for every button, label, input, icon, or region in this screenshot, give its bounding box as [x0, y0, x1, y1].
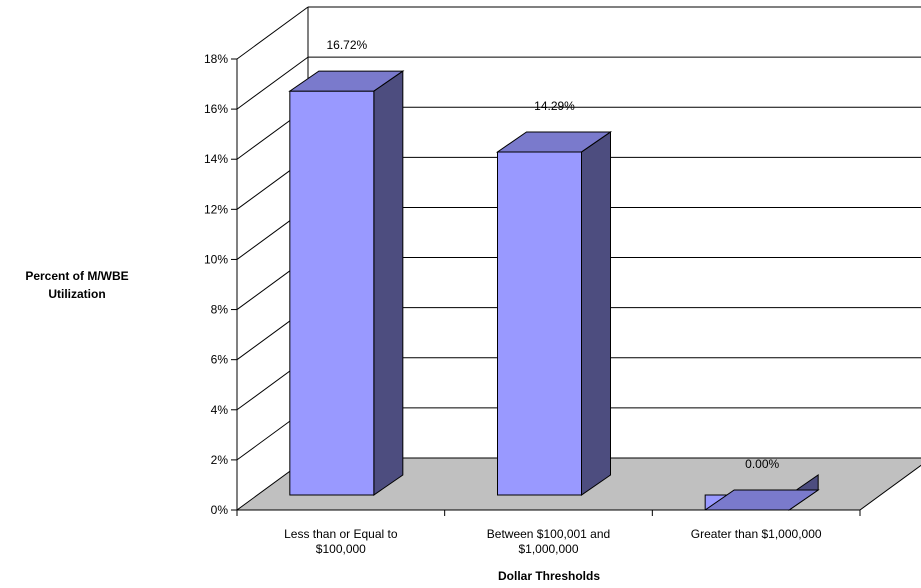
bar-front-face — [497, 151, 582, 496]
data-labels: 16.72% 14.29% 0.00% — [326, 38, 779, 471]
chart-walls — [236, 6, 921, 461]
bar-front-face — [289, 90, 375, 496]
y-axis-title-line-1: Percent of M/WBE — [25, 269, 128, 283]
data-label: 16.72% — [326, 38, 367, 52]
x-tick-label: $1,000,000 — [518, 542, 578, 556]
y-tick-label: 8% — [211, 303, 229, 317]
y-tick-label: 10% — [204, 252, 228, 266]
gridline-diagonal — [236, 6, 309, 60]
x-tick-label: Between $100,001 and — [487, 527, 610, 541]
y-axis: 0% 2% 4% 6% 8% 10% 12% 14% 16% 18% — [204, 52, 238, 517]
y-axis-title-line-2: Utilization — [48, 287, 105, 301]
y-tick-label: 12% — [204, 202, 228, 216]
data-label: 14.29% — [534, 99, 575, 113]
bar — [288, 70, 405, 496]
bar-side-face — [581, 131, 611, 496]
y-tick-label: 14% — [204, 152, 228, 166]
data-label: 0.00% — [745, 457, 779, 471]
bars — [288, 70, 820, 511]
y-tick-label: 2% — [211, 453, 229, 467]
x-tick-label: Greater than $1,000,000 — [691, 527, 822, 541]
y-tick-label: 0% — [211, 503, 229, 517]
y-tick-label: 16% — [204, 102, 228, 116]
y-tick-label: 6% — [211, 353, 229, 367]
bar-top-face — [288, 70, 405, 92]
x-tick-label: Less than or Equal to — [284, 527, 398, 541]
bar — [495, 131, 613, 496]
bar-top-face — [495, 131, 613, 153]
x-tick-label: $100,000 — [316, 542, 366, 556]
y-tick-label: 18% — [204, 52, 228, 66]
y-tick-label: 4% — [211, 403, 229, 417]
bar — [703, 474, 820, 511]
bar-side-face — [373, 70, 404, 496]
x-axis-title: Dollar Thresholds — [498, 569, 600, 583]
x-axis: Less than or Equal to$100,000 Between $10… — [236, 509, 861, 556]
gridline-diagonal — [236, 56, 309, 110]
